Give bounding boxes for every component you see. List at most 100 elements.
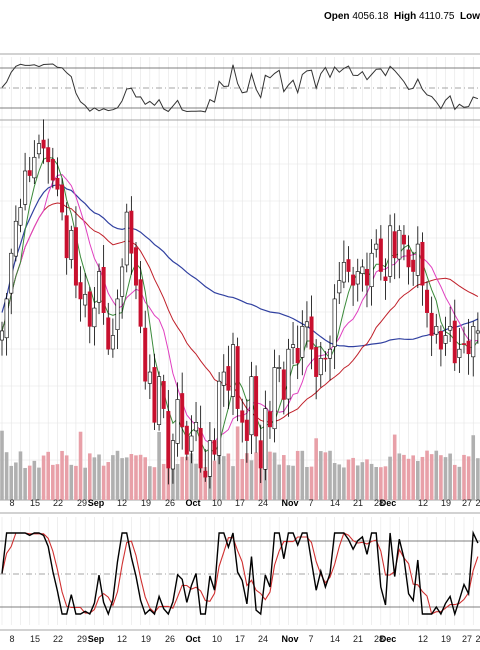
x-tick-label: Dec [380, 634, 397, 644]
volume-bar [64, 455, 69, 500]
candle-body [355, 271, 360, 285]
candle-body [295, 347, 300, 364]
x-tick-label: 19 [141, 498, 151, 508]
volume-bar [101, 465, 106, 500]
volume-bar [245, 453, 249, 500]
volume-bar [115, 450, 120, 500]
ohlc-readout: Open 4056.18 High 4110.75 Low [324, 11, 480, 22]
volume-bar [272, 452, 277, 500]
volume-bar [448, 453, 452, 500]
x-tick-label: 12 [418, 634, 428, 644]
volume-bar [0, 430, 4, 500]
volume-bar [106, 462, 111, 500]
candle-body [415, 243, 420, 276]
candle-body [351, 274, 356, 286]
candle-body [314, 347, 319, 377]
volume-bar [124, 457, 129, 500]
volume-bar [300, 450, 305, 500]
candle-body [457, 348, 462, 358]
volume-bar [221, 456, 226, 500]
candle-body [429, 312, 434, 336]
volume-bar [231, 466, 235, 500]
ma-200-line [1, 184, 479, 348]
candle-body [461, 343, 466, 345]
volume-bar [374, 467, 379, 500]
volume-bar [14, 462, 18, 500]
x-tick-label: 7 [308, 498, 313, 508]
candle-body [434, 326, 439, 335]
volume-bar [161, 463, 166, 500]
x-tick-label: 8 [9, 498, 14, 508]
osc-line [1, 63, 479, 113]
candle-body [69, 230, 74, 260]
volume-bar [226, 453, 231, 500]
volume-bar [443, 457, 448, 500]
volume-bar [27, 465, 32, 500]
x-tick-label: 28 [374, 634, 384, 644]
x-tick-label: 22 [53, 498, 63, 508]
volume-bar [143, 457, 148, 500]
candle-body [378, 238, 383, 272]
candle-body [448, 326, 453, 331]
candle-body [73, 227, 78, 286]
high-value: 4110.75 [419, 11, 455, 22]
candle-body [83, 294, 88, 306]
volume-bar [323, 452, 328, 500]
candle-body [369, 252, 374, 288]
candle-body [221, 371, 226, 386]
candle-body [138, 279, 143, 327]
volume-bar [9, 465, 14, 500]
x-tick-label: 28 [374, 498, 384, 508]
volume-bar [295, 450, 300, 500]
volume-bar [411, 455, 415, 500]
volume-bar [282, 455, 286, 500]
volume-bar [466, 456, 471, 500]
volume-bar [392, 434, 397, 500]
candle-body [36, 143, 41, 155]
volume-bar [87, 453, 92, 500]
x-tick-label: 7 [308, 634, 313, 644]
x-tick-label: 17 [235, 498, 245, 508]
volume-bar [120, 458, 124, 500]
x-tick-label: Nov [281, 498, 298, 508]
x-tick-label: 14 [330, 498, 340, 508]
candle-body [392, 231, 397, 259]
ma-10-line [1, 156, 479, 454]
candle-body [360, 266, 365, 274]
x-tick-label: 12 [117, 634, 127, 644]
candle-body [401, 234, 406, 245]
volume-bar [111, 455, 115, 500]
volume-bar [332, 463, 337, 500]
candle-body [346, 259, 351, 272]
x-tick-label: 15 [30, 634, 40, 644]
x-tick-label: Sep [88, 634, 105, 644]
x-tick-label: Nov [281, 634, 298, 644]
volume-bar [365, 459, 369, 500]
candle-body [406, 249, 411, 268]
x-tick-label: 14 [330, 634, 340, 644]
volume-bar [138, 454, 143, 500]
x-tick-label: 21 [353, 498, 363, 508]
candle-body [41, 139, 46, 149]
candle-body [452, 320, 457, 364]
candle-body [420, 241, 425, 286]
candle-body [161, 381, 166, 409]
stoch-d-line [1, 532, 479, 615]
candle-body [97, 271, 102, 303]
candle-body [189, 435, 194, 452]
volume-bar [314, 438, 318, 500]
x-tick-label: 19 [141, 634, 151, 644]
candle-body [212, 440, 217, 455]
volume-bar [249, 460, 254, 500]
candle-body [318, 358, 323, 376]
candle-body [281, 369, 286, 400]
x-tick-label: 27 [462, 498, 472, 508]
ma-50-line [1, 202, 479, 423]
volume-bar [189, 453, 194, 500]
volume-bar [198, 451, 203, 500]
x-tick-label: 22 [53, 634, 63, 644]
candle-body [120, 266, 125, 297]
volume-bar [32, 460, 37, 500]
x-tick-label: 2 [475, 498, 480, 508]
candle-body [166, 411, 171, 469]
